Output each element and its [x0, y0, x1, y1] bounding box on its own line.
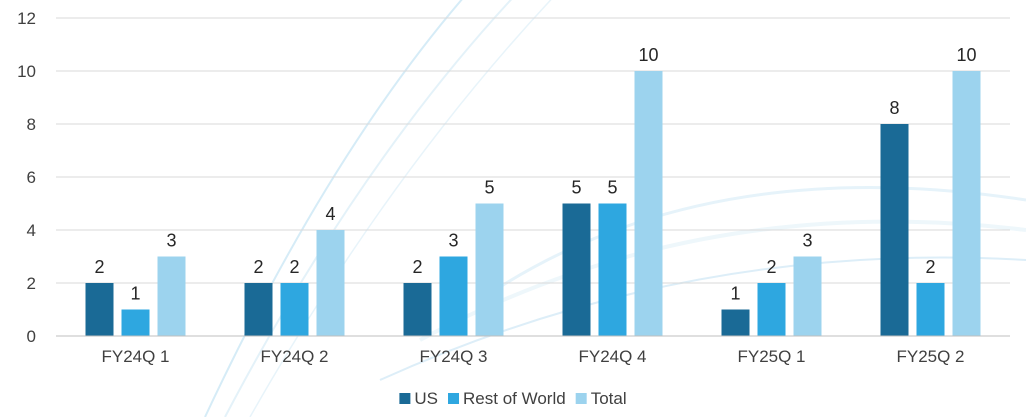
data-label: 8	[889, 98, 899, 118]
y-axis-tick-labels: 0 2 4 6 8 10 12	[17, 9, 36, 346]
x-axis-tick-labels: FY24Q 1 FY24Q 2 FY24Q 3 FY24Q 4 FY25Q 1 FY25Q…	[101, 347, 964, 366]
legend-swatch-rest-of-world	[448, 393, 460, 404]
data-labels: 2 1 3 2 2 4 2 3 5 5 5 10 1 2 3 8 2 10	[94, 45, 976, 304]
x-tick-label: FY24Q 2	[260, 347, 328, 366]
y-tick-label: 2	[27, 274, 36, 293]
data-label: 10	[638, 45, 658, 65]
y-tick-label: 0	[27, 327, 36, 346]
data-label: 5	[484, 178, 494, 198]
bar-us	[85, 283, 114, 336]
gridlines	[56, 17, 1010, 284]
data-label: 1	[130, 284, 140, 304]
data-label: 4	[325, 204, 335, 224]
bar-rest-of-world	[916, 283, 945, 336]
bar-rest-of-world	[757, 283, 786, 336]
bar-us	[880, 124, 909, 336]
data-label: 3	[802, 231, 812, 251]
data-label: 2	[94, 257, 104, 277]
legend-label: US	[414, 389, 438, 408]
y-tick-label: 6	[27, 168, 36, 187]
data-label: 5	[571, 178, 581, 198]
data-label: 1	[730, 284, 740, 304]
bar-rest-of-world	[439, 256, 468, 336]
data-label: 2	[766, 257, 776, 277]
bar-total	[952, 71, 981, 336]
legend: US Rest of World Total	[399, 389, 627, 408]
x-tick-label: FY25Q 1	[737, 347, 805, 366]
x-tick-label: FY24Q 4	[578, 347, 646, 366]
y-tick-label: 4	[27, 221, 36, 240]
bars	[85, 71, 981, 336]
bar-total	[316, 230, 345, 336]
legend-label: Total	[591, 389, 627, 408]
data-label: 2	[289, 257, 299, 277]
y-tick-label: 10	[17, 62, 36, 81]
legend-swatch-total	[575, 393, 587, 404]
bar-total	[475, 203, 504, 336]
data-label: 5	[607, 178, 617, 198]
bar-rest-of-world	[280, 283, 309, 336]
bar-us	[721, 309, 750, 336]
data-label: 2	[253, 257, 263, 277]
bar-total	[793, 256, 822, 336]
y-tick-label: 8	[27, 115, 36, 134]
bar-us	[562, 203, 591, 336]
x-tick-label: FY24Q 1	[101, 347, 169, 366]
y-tick-label: 12	[17, 9, 36, 28]
data-label: 3	[166, 231, 176, 251]
bar-rest-of-world	[121, 309, 150, 336]
data-label: 2	[925, 257, 935, 277]
x-tick-label: FY25Q 2	[896, 347, 964, 366]
data-label: 2	[412, 257, 422, 277]
bar-total	[634, 71, 663, 336]
bar-total	[157, 256, 186, 336]
bar-us	[244, 283, 273, 336]
bar-us	[403, 283, 432, 336]
data-label: 10	[956, 45, 976, 65]
data-label: 3	[448, 231, 458, 251]
legend-label: Rest of World	[463, 389, 566, 408]
legend-swatch-us	[399, 393, 411, 404]
bar-rest-of-world	[598, 203, 627, 336]
x-tick-label: FY24Q 3	[419, 347, 487, 366]
